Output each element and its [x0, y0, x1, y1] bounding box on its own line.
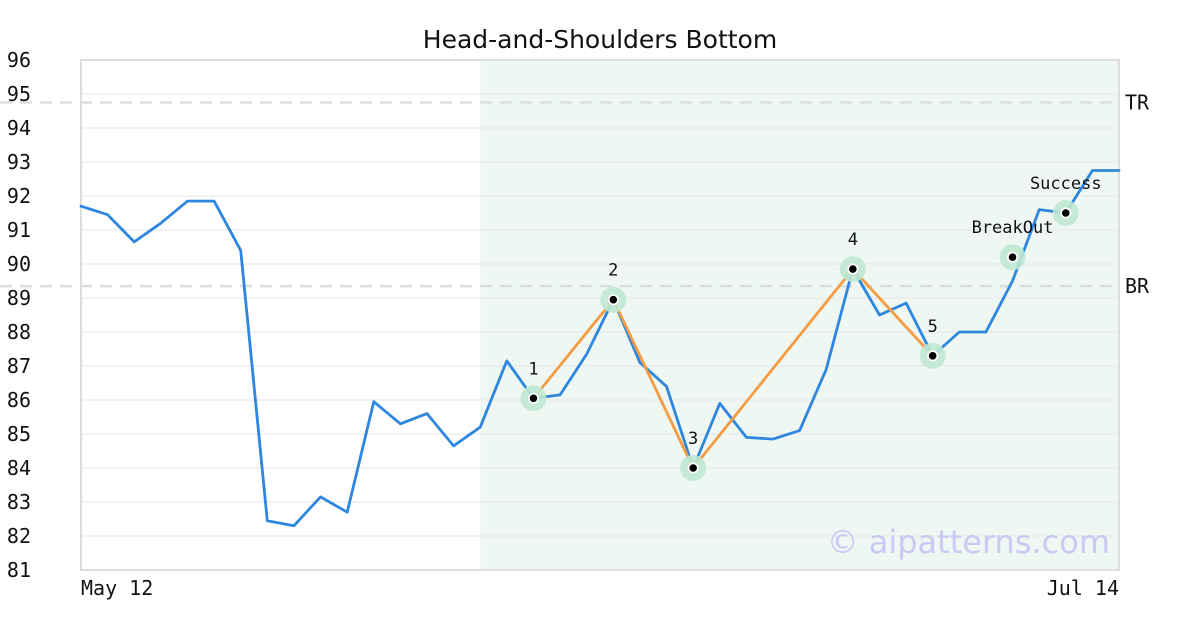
pattern-point-2 [609, 295, 618, 304]
level-label-br: BR [1125, 274, 1150, 298]
signal-point-success [1061, 209, 1070, 217]
pattern-point-5 [928, 352, 937, 360]
plot-area: 81828384858687888990919293949596TRBRMay … [0, 48, 1150, 600]
y-tick-label: 86 [7, 388, 31, 412]
price-line [79, 169, 1121, 528]
y-tick-label: 85 [7, 422, 31, 446]
pattern-point-label: 4 [848, 230, 858, 250]
watermark: © aipatterns.com [827, 523, 1110, 561]
x-tick-label: May 12 [81, 576, 153, 600]
pattern-point-label: 3 [688, 429, 698, 449]
pattern-point-1 [529, 394, 538, 403]
pattern-point-label: 5 [928, 317, 938, 337]
signal-point-breakout [1008, 253, 1017, 261]
y-tick-label: 87 [7, 354, 31, 378]
y-tick-label: 84 [7, 456, 31, 480]
y-tick-label: 93 [7, 150, 31, 174]
x-tick-label: Jul 14 [1047, 576, 1119, 600]
pattern-point-4 [849, 265, 857, 273]
signal-point-label: Success [1030, 174, 1102, 194]
pattern-point-label: 2 [608, 261, 618, 281]
signal-point-label: BreakOut [972, 218, 1054, 238]
pattern-region [480, 60, 1119, 570]
chart-title: Head-and-Shoulders Bottom [423, 25, 777, 54]
level-label-tr: TR [1125, 91, 1150, 115]
pattern-point-label: 1 [528, 359, 538, 379]
y-tick-label: 92 [7, 184, 31, 208]
y-tick-label: 88 [7, 320, 31, 344]
pattern-point-3 [689, 464, 697, 472]
y-tick-label: 96 [7, 48, 31, 72]
y-tick-label: 90 [7, 252, 31, 276]
y-tick-label: 89 [7, 286, 31, 310]
y-tick-label: 94 [7, 116, 31, 140]
y-tick-label: 81 [7, 558, 31, 582]
y-tick-label: 91 [7, 218, 31, 242]
y-tick-label: 83 [7, 490, 31, 514]
plot-frame [80, 59, 1120, 571]
y-tick-label: 82 [7, 524, 31, 548]
